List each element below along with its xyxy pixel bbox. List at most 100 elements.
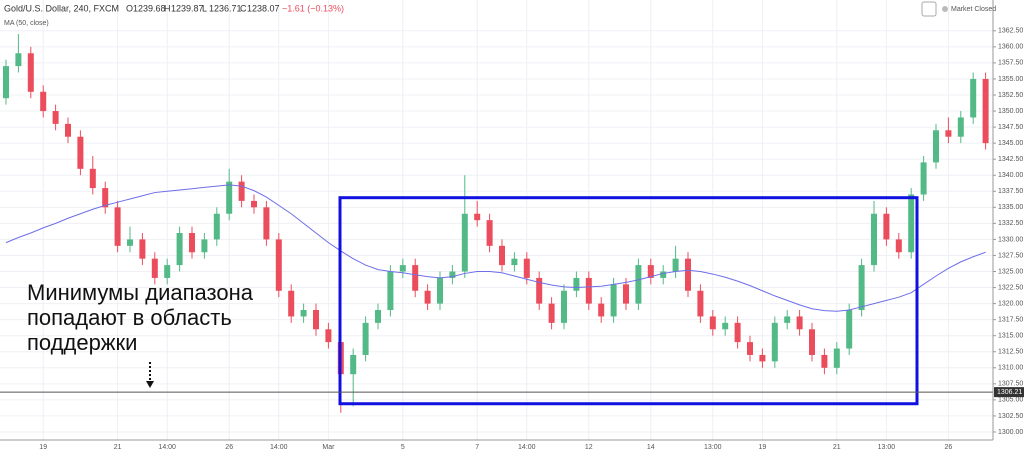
- ma-line: [5, 184, 986, 312]
- ohlc-key: L: [202, 3, 207, 13]
- y-tick-label: 1335.00: [998, 204, 1023, 211]
- candle-body: [65, 123, 71, 137]
- change: −1.61 (−0.13%): [282, 3, 344, 13]
- y-tick-label: 1307.50: [998, 381, 1023, 388]
- candle-body: [933, 130, 939, 163]
- indicator-label: MA (50, close): [4, 20, 49, 27]
- candle-body: [685, 258, 691, 291]
- candle-body: [957, 117, 964, 137]
- ohlc-key: O: [126, 3, 133, 13]
- header: Gold/U.S. Dollar, 240, FXCM O 1239.68H 123…: [4, 1, 996, 27]
- candle-body: [226, 181, 233, 214]
- candle-body: [920, 162, 927, 195]
- candle-body: [89, 168, 96, 189]
- candle-body: [809, 329, 815, 355]
- candle-body: [176, 232, 183, 266]
- annotation-line: попадают в область: [27, 305, 232, 330]
- y-tick-label: 1317.50: [998, 316, 1023, 323]
- candle-body: [970, 78, 977, 118]
- candle-body: [3, 66, 9, 99]
- candle-body: [114, 207, 121, 246]
- candle-body: [412, 265, 419, 291]
- candle-body: [325, 329, 332, 343]
- candle-body: [536, 277, 543, 304]
- candle-body: [15, 53, 22, 67]
- candle-body: [362, 322, 369, 355]
- candle-body: [660, 271, 667, 278]
- ohlc-value: 1238.07: [247, 3, 280, 13]
- y-tick-label: 1320.00: [998, 300, 1023, 307]
- candle-body: [858, 265, 865, 311]
- candle-body: [40, 91, 47, 112]
- candle-body: [846, 310, 853, 349]
- candle-body: [399, 265, 406, 272]
- candle-body: [784, 316, 791, 323]
- market-status: Market Closed: [951, 6, 996, 13]
- y-tick-label: 1322.50: [998, 284, 1023, 291]
- candle-body: [238, 181, 245, 201]
- y-tick-label: 1312.50: [998, 349, 1023, 356]
- candle-body: [164, 265, 171, 278]
- candle-body: [734, 322, 741, 343]
- candle-body: [139, 239, 146, 259]
- annotation-line: Минимумы диапазона: [27, 280, 254, 305]
- candle-body: [201, 239, 208, 253]
- y-tick-label: 1325.00: [998, 268, 1023, 275]
- candle-body: [511, 258, 518, 266]
- candle-body: [833, 348, 840, 368]
- candle-body: [747, 342, 753, 355]
- candle-body: [350, 354, 357, 375]
- y-tick-label: 1330.00: [998, 236, 1023, 243]
- y-tick-label: 1337.50: [998, 188, 1023, 195]
- candle-body: [585, 277, 592, 304]
- candle-body: [486, 220, 493, 246]
- y-tick-label: 1302.50: [998, 413, 1023, 420]
- candle-body: [461, 213, 468, 272]
- symbol: Gold/U.S. Dollar, 240, FXCM: [4, 3, 119, 13]
- ohlc-key: C: [240, 3, 247, 13]
- y-tick-label: 1352.50: [998, 92, 1023, 99]
- ohlc-value: 1236.71: [209, 3, 242, 13]
- candle-body: [610, 284, 617, 317]
- x-tick-label: 5: [401, 444, 405, 451]
- plot: [0, 34, 993, 413]
- x-tick-label: Mar: [322, 444, 335, 451]
- y-tick-label: 1310.00: [998, 365, 1023, 372]
- x-tick-label: 14:00: [270, 444, 288, 451]
- candle-body: [127, 239, 133, 246]
- candle-body: [561, 290, 567, 323]
- y-tick-label: 1357.50: [998, 60, 1023, 67]
- x-tick-label: 19: [759, 444, 767, 451]
- candle-body: [251, 200, 257, 208]
- candle-body: [288, 290, 295, 317]
- axes: 1300.00 1302.50 1305.00 1307.50 1310.00 1312.…: [39, 28, 1024, 451]
- candle-body: [573, 277, 580, 291]
- candle-body: [437, 277, 443, 304]
- settings-icon[interactable]: [921, 1, 937, 17]
- annotation-line: поддержки: [27, 330, 137, 355]
- candle-body: [598, 303, 605, 317]
- candle-body: [102, 188, 109, 208]
- candle-body: [908, 194, 915, 253]
- candle-body: [883, 213, 890, 240]
- candle-body: [709, 316, 716, 330]
- candle-body: [263, 207, 270, 240]
- x-tick-label: 14: [647, 444, 655, 451]
- candle-body: [499, 245, 505, 266]
- candle-body: [796, 316, 803, 330]
- grid: [0, 0, 993, 440]
- candle-body: [548, 303, 555, 323]
- y-tick-label: 1340.00: [998, 172, 1023, 179]
- y-tick-label: 1315.00: [998, 333, 1023, 340]
- y-tick-label: 1305.00: [998, 397, 1023, 404]
- candle-body: [300, 310, 307, 317]
- price-label-bg: [994, 387, 1024, 398]
- candle-body: [672, 258, 679, 272]
- candle-body: [213, 213, 220, 240]
- y-tick-label: 1300.00: [998, 429, 1023, 436]
- x-tick-label: 14:00: [158, 444, 176, 451]
- candle-body: [771, 322, 778, 362]
- y-tick-label: 1355.00: [998, 76, 1023, 83]
